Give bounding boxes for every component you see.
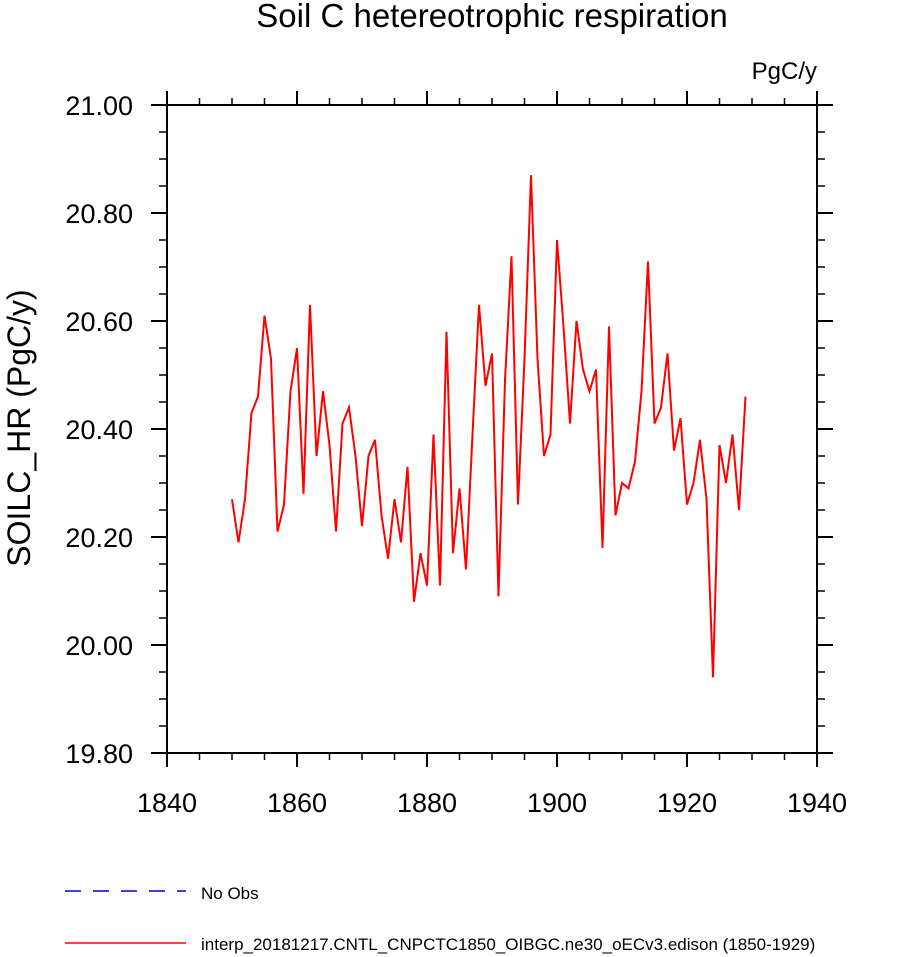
y-tick-labels: 19.80 20.00 20.20 20.40 20.60 20.80 21.00 xyxy=(65,91,133,769)
y-tick-label: 19.80 xyxy=(65,739,133,769)
x-tick-label: 1880 xyxy=(397,788,457,818)
y-axis-label: SOILC_HR (PgC/y) xyxy=(1,289,37,566)
minor-ticks xyxy=(159,98,825,760)
y-tick-label: 21.00 xyxy=(65,91,133,121)
x-tick-label: 1840 xyxy=(137,788,197,818)
legend-label-cntl: interp_20181217.CNTL_CNPCTC1850_OIBGC.ne… xyxy=(201,935,815,954)
x-tick-label: 1900 xyxy=(527,788,587,818)
y-tick-label: 20.20 xyxy=(65,523,133,553)
chart-title: Soil C hetereotrophic respiration xyxy=(256,0,727,34)
y-tick-label: 20.40 xyxy=(65,415,133,445)
y-tick-label: 20.60 xyxy=(65,307,133,337)
x-tick-label: 1920 xyxy=(657,788,717,818)
x-tick-label: 1940 xyxy=(787,788,847,818)
x-tick-label: 1860 xyxy=(267,788,327,818)
plot-frame xyxy=(166,104,818,754)
major-ticks xyxy=(151,91,833,767)
series-line-cntl xyxy=(231,175,747,678)
y-tick-label: 20.80 xyxy=(65,199,133,229)
y-tick-label: 20.00 xyxy=(65,631,133,661)
units-label: PgC/y xyxy=(752,58,817,85)
legend: No Obs interp_20181217.CNTL_CNPCTC1850_O… xyxy=(65,884,815,954)
x-tick-labels: 1840 1860 1880 1900 1920 1940 xyxy=(137,788,847,818)
legend-label-no-obs: No Obs xyxy=(201,884,259,903)
